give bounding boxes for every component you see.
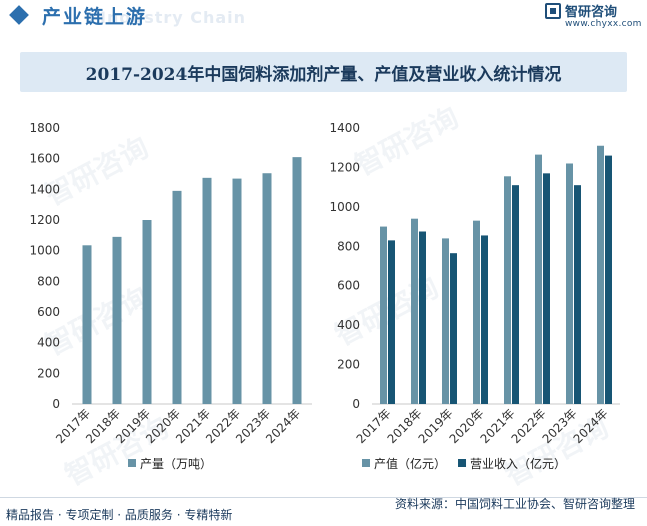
section-title: 产业链上游 bbox=[42, 6, 148, 28]
bar-2-series-1 bbox=[566, 163, 573, 404]
y-tick-label: 1800 bbox=[29, 121, 60, 135]
y-tick-label: 0 bbox=[352, 397, 360, 411]
bar-2-series-1 bbox=[442, 238, 449, 404]
y-tick-label: 200 bbox=[37, 366, 60, 380]
bar-2-series-2 bbox=[388, 240, 395, 404]
bar-2-series-2 bbox=[419, 231, 426, 404]
bar-2-series-1 bbox=[380, 226, 387, 404]
x-tick-label: 2024年 bbox=[571, 406, 611, 446]
y-tick-label: 1400 bbox=[329, 121, 360, 135]
legend-label: 产值（亿元） bbox=[374, 456, 446, 471]
bar-1-series-1 bbox=[202, 177, 212, 404]
bar-2-series-1 bbox=[597, 145, 604, 404]
page-header: Industry Chain 产业链上游 智研咨询 www.chyxx.com bbox=[0, 0, 647, 36]
bar-2-series-2 bbox=[481, 235, 488, 404]
logo-icon bbox=[545, 3, 561, 19]
brand-logo: 智研咨询 www.chyxx.com bbox=[545, 3, 641, 35]
y-tick-label: 0 bbox=[52, 397, 60, 411]
y-tick-label: 800 bbox=[337, 239, 360, 253]
y-tick-label: 1200 bbox=[29, 213, 60, 227]
legend-label: 营业收入（亿元） bbox=[470, 456, 566, 471]
bar-2-series-1 bbox=[473, 220, 480, 404]
legend-swatch bbox=[362, 459, 370, 467]
legend-swatch bbox=[128, 459, 136, 467]
y-tick-label: 1400 bbox=[29, 182, 60, 196]
bar-2-series-2 bbox=[574, 185, 581, 404]
footer-divider bbox=[0, 497, 647, 498]
footer-slogan: 精品报告 · 专项定制 · 品质服务 · 专精特新 bbox=[6, 508, 233, 522]
bar-2-series-2 bbox=[450, 253, 457, 404]
y-tick-label: 1200 bbox=[329, 160, 360, 174]
bar-2-series-2 bbox=[512, 185, 519, 404]
bar-1-series-1 bbox=[292, 157, 302, 404]
y-tick-label: 400 bbox=[337, 318, 360, 332]
bar-2-series-1 bbox=[535, 154, 542, 404]
footer-source: 资料来源：中国饲料工业协会、智研咨询整理 bbox=[394, 497, 635, 511]
y-tick-label: 600 bbox=[37, 305, 60, 319]
bar-1-series-1 bbox=[142, 220, 152, 404]
header-watermark: Industry Chain bbox=[100, 8, 247, 27]
bar-1-series-1 bbox=[232, 178, 242, 404]
legend-swatch bbox=[458, 459, 467, 467]
y-tick-label: 400 bbox=[37, 336, 60, 350]
y-tick-label: 1000 bbox=[29, 244, 60, 258]
y-tick-label: 600 bbox=[337, 279, 360, 293]
bar-1-series-1 bbox=[172, 190, 182, 404]
y-tick-label: 200 bbox=[337, 358, 360, 372]
bar-2-series-2 bbox=[605, 155, 612, 404]
chart-title: 2017-2024年中国饲料添加剂产量、产值及营业收入统计情况 bbox=[85, 65, 562, 85]
logo-name: 智研咨询 bbox=[565, 5, 618, 20]
bar-1-series-1 bbox=[112, 236, 122, 404]
y-tick-label: 1600 bbox=[29, 152, 60, 166]
chart-title-band: 2017-2024年中国饲料添加剂产量、产值及营业收入统计情况 bbox=[20, 52, 627, 92]
y-tick-label: 800 bbox=[37, 274, 60, 288]
bar-1-series-1 bbox=[262, 173, 272, 404]
bar-2-series-2 bbox=[543, 173, 550, 404]
y-tick-label: 1000 bbox=[329, 200, 360, 214]
bar-1-series-1 bbox=[82, 245, 92, 404]
bar-2-series-1 bbox=[504, 176, 511, 404]
legend-label: 产量（万吨） bbox=[140, 457, 212, 471]
bar-2-series-1 bbox=[411, 218, 418, 404]
logo-url: www.chyxx.com bbox=[565, 19, 642, 29]
